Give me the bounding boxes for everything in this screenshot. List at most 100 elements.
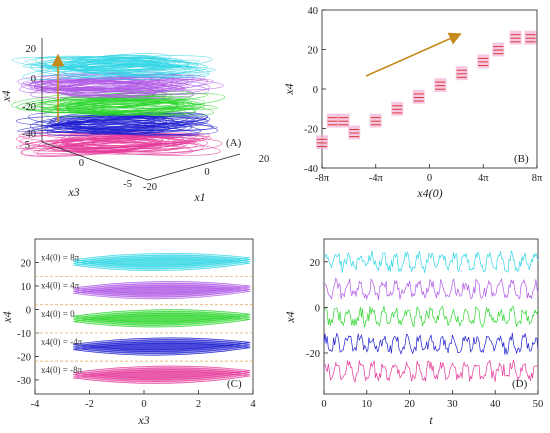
panel-b-clusters <box>316 30 537 150</box>
panel-d-x-tick: 20 <box>404 399 415 410</box>
panel-c-band-label: x4(0) = 8π <box>41 252 80 262</box>
panel-c-y-tick: 10 <box>21 282 32 293</box>
panel-a-x-tick: 0 <box>204 167 209 178</box>
panel-a-x-tick: -20 <box>143 182 157 193</box>
panel-a-layer-orbit <box>59 135 204 150</box>
panel-b-x-tick: 4π <box>478 173 489 184</box>
panel-d-line-plot: 0 10 20 30 40 50 20 0 -20 x4 t (D) <box>283 238 544 427</box>
panel-b-frame <box>321 9 538 169</box>
panel-c-x-tick: 0 <box>141 399 146 410</box>
panel-b-cluster <box>524 30 537 45</box>
panel-c-label: (C) <box>227 378 242 390</box>
panel-b-y-label: x4 <box>282 83 296 95</box>
panel-b-y-tick: 20 <box>308 46 319 57</box>
panel-b-y-tick: -20 <box>304 125 318 136</box>
panel-d-series-line <box>323 359 539 383</box>
panel-c-band <box>73 282 251 296</box>
panel-a-y-axis <box>41 141 149 181</box>
panel-c-band <box>73 365 251 379</box>
panel-a-attractor-layers <box>11 53 226 157</box>
panel-d-x-tick: 10 <box>362 399 373 410</box>
panel-a-3d-plot: 20 0 -20 -40 5 0 -5 20 0 -20 x4 x3 x1 (A… <box>0 38 269 204</box>
panel-c-y-tick: 0 <box>26 305 31 316</box>
panel-a-y-tick: -5 <box>123 179 132 190</box>
panel-d-series-line <box>323 250 539 273</box>
panel-c-x-label: x3 <box>137 413 149 427</box>
panel-a-layer-orbit <box>47 132 210 150</box>
panel-c-band <box>73 311 251 324</box>
panel-b-cluster <box>509 30 522 45</box>
panel-c-y-label: x4 <box>0 311 14 323</box>
panel-c-band <box>73 284 251 298</box>
panel-c-bands <box>73 252 251 384</box>
panel-c-band <box>73 339 251 352</box>
panel-d-y-tick: -20 <box>306 349 320 360</box>
panel-a-y-label: x3 <box>67 185 79 199</box>
panel-c-band <box>73 341 251 354</box>
panel-a-z-tick: -20 <box>22 102 36 113</box>
panel-b-cluster <box>316 135 328 150</box>
panel-a-layer-orbit <box>56 83 160 99</box>
panel-a-layer-orbit <box>91 135 204 154</box>
panel-a-y-tick: 0 <box>79 158 84 169</box>
panel-b-cluster <box>369 113 382 128</box>
panel-c-band <box>73 312 251 326</box>
panel-b-cluster <box>348 125 361 140</box>
panel-d-x-tick: 40 <box>490 399 501 410</box>
panel-b-x-label: x4(0) <box>416 186 442 200</box>
panel-c-x-tick: -4 <box>31 399 40 410</box>
panel-c-y-tick: 20 <box>21 258 32 269</box>
panel-c-band-label: x4(0) = -8π <box>41 365 83 375</box>
panel-d-y-label: x4 <box>283 311 297 323</box>
panel-c-band <box>73 309 251 322</box>
panel-b-y-tick: -40 <box>304 164 318 175</box>
panel-a-layer-orbit <box>51 117 207 129</box>
panel-b-cluster <box>455 66 468 81</box>
panel-a-x-axis <box>147 153 241 181</box>
panel-d-series-line <box>323 305 539 328</box>
panel-c-band <box>73 256 251 270</box>
panel-a-x-label: x1 <box>193 190 205 204</box>
panel-c-band <box>73 371 251 384</box>
panel-d-y-tick: 0 <box>315 303 320 314</box>
panel-b-scatter-plot: -8π -4π 0 4π 8π 40 20 0 -20 -40 x4 x4(0) (B) <box>282 6 543 200</box>
panel-c-y-tick: -10 <box>17 329 31 340</box>
panel-c-band <box>73 337 251 351</box>
panel-a-z-tick: -40 <box>22 129 36 140</box>
panel-d-x-tick: 0 <box>321 399 326 410</box>
panel-b-x-tick: -4π <box>369 173 384 184</box>
panel-a-z-label: x4 <box>0 90 13 102</box>
panel-c-band-label: x4(0) = 4π <box>41 281 80 291</box>
panel-d-series-line <box>323 332 539 356</box>
panel-a-layer-orbit <box>74 98 193 112</box>
panel-c-x-tick: 4 <box>250 399 256 410</box>
panel-c-y-tick: -20 <box>17 352 31 363</box>
panel-a-layer-orbit <box>50 121 154 135</box>
panel-c-band <box>73 254 251 268</box>
panel-b-cluster <box>412 89 425 104</box>
panel-a-layer-orbit <box>18 132 162 147</box>
panel-a-layer-orbit <box>20 137 158 157</box>
panel-a-label: (A) <box>226 137 242 149</box>
panel-c-band-label: x4(0) = -4π <box>41 337 83 347</box>
panel-b-x-tick: 0 <box>427 173 432 184</box>
panel-a-layer-orbit <box>43 98 205 118</box>
panel-b-cluster <box>477 54 490 69</box>
panel-d-label: (D) <box>512 378 528 390</box>
panel-a-layer-orbit <box>55 77 171 94</box>
panel-d-series-line <box>323 277 539 301</box>
panel-c-band <box>73 258 251 271</box>
panel-d-x-tick: 50 <box>533 399 544 410</box>
panel-b-arrow <box>365 32 462 77</box>
panel-a-y-tick: 5 <box>25 140 30 151</box>
panel-b-x-tick: -8π <box>315 173 330 184</box>
panel-c-band-label: x4(0) = 0 <box>41 309 75 319</box>
panel-a-layer-orbit <box>68 137 223 155</box>
panel-b-cluster <box>326 113 339 128</box>
panel-d-x-tick: 30 <box>447 399 458 410</box>
panel-c-x-tick: 2 <box>196 399 201 410</box>
panel-a-z-tick: 20 <box>26 44 37 55</box>
panel-a-layer-orbit <box>68 58 208 73</box>
panel-b-cluster <box>391 101 404 116</box>
